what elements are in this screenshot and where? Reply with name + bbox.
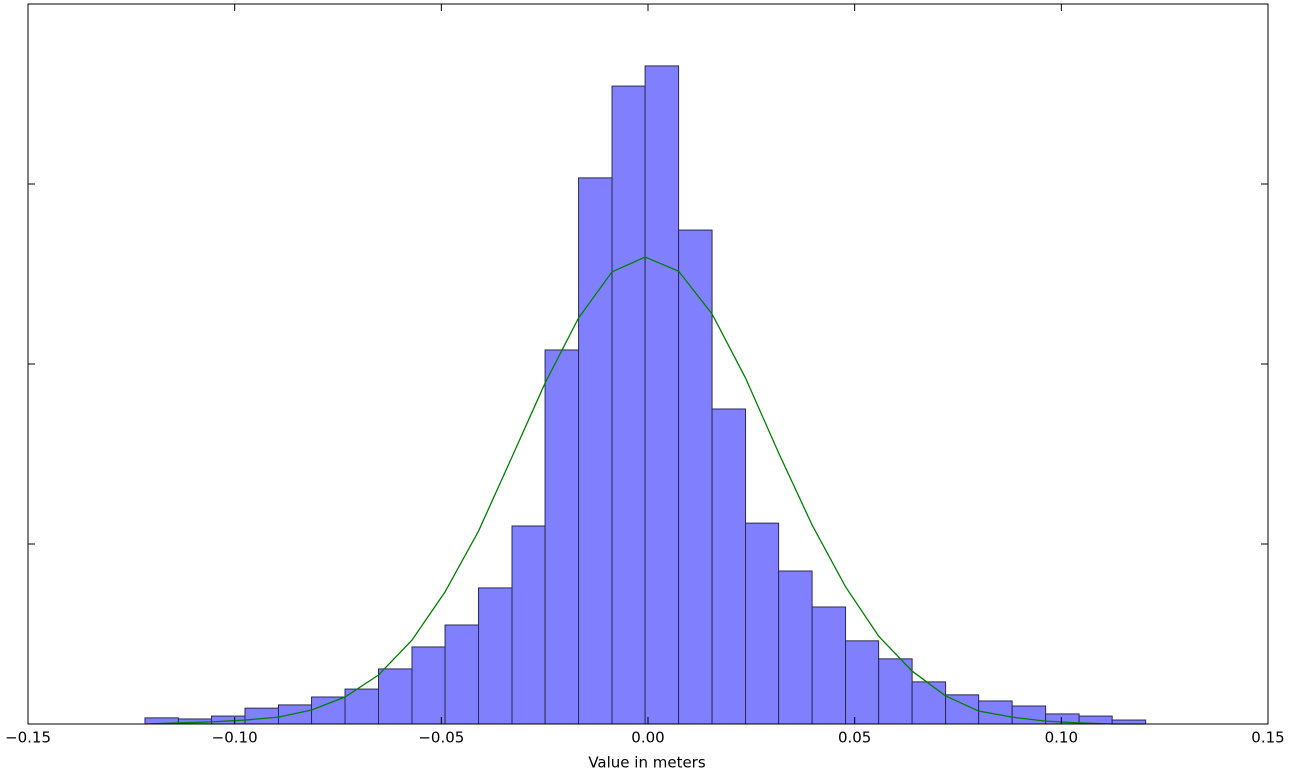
bar <box>711 408 747 725</box>
bar <box>845 640 880 725</box>
bar <box>611 85 646 725</box>
bar <box>378 668 413 725</box>
bar <box>444 624 480 725</box>
fit-curve <box>144 256 1146 725</box>
bar <box>311 696 346 725</box>
x-tick-label: 0.00 <box>631 729 664 747</box>
bar <box>778 570 813 725</box>
bar <box>745 522 780 725</box>
x-tick-label: −0.05 <box>418 729 464 747</box>
bar <box>644 65 680 725</box>
bar <box>811 606 847 725</box>
x-tick-label: 0.10 <box>1045 729 1078 747</box>
bar <box>578 177 613 725</box>
bar <box>478 587 513 725</box>
bar <box>878 658 913 725</box>
bar <box>1011 705 1047 725</box>
bar <box>911 681 947 725</box>
x-tick-label: 0.05 <box>838 729 871 747</box>
bar <box>511 525 546 725</box>
bar <box>244 707 279 725</box>
bar <box>678 229 713 725</box>
x-tick-label: 0.15 <box>1251 729 1284 747</box>
x-tick-label: −0.10 <box>212 729 258 747</box>
bar <box>277 704 313 725</box>
bar <box>544 349 580 725</box>
bar <box>411 646 446 725</box>
x-tick-label: −0.15 <box>5 729 51 747</box>
x-axis-label: Value in meters <box>588 754 706 772</box>
